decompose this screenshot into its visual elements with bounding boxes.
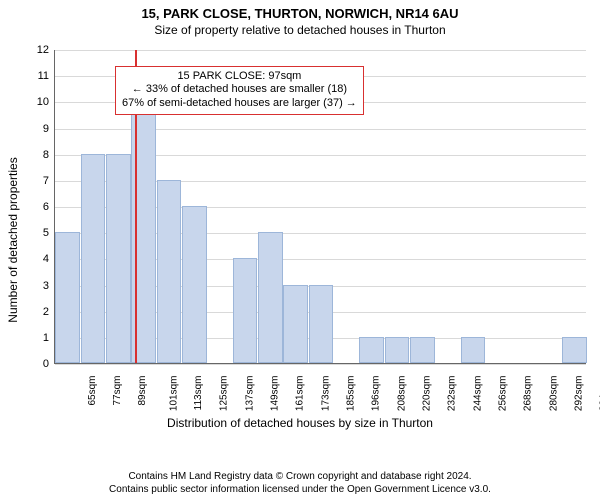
y-tick-label: 0: [43, 358, 55, 370]
x-axis-label: Distribution of detached houses by size …: [0, 416, 600, 430]
x-tick-label: 173sqm: [320, 376, 331, 412]
histogram-bar: [258, 232, 283, 363]
x-tick-label: 208sqm: [396, 376, 407, 412]
page-subtitle: Size of property relative to detached ho…: [0, 21, 600, 37]
x-tick-label: 196sqm: [371, 376, 382, 412]
x-tick-label: 244sqm: [472, 376, 483, 412]
histogram-bar: [182, 206, 207, 363]
annotation-line-3: 67% of semi-detached houses are larger (…: [122, 97, 357, 111]
chart-footer: Contains HM Land Registry data © Crown c…: [0, 470, 600, 496]
x-tick-label: 113sqm: [193, 376, 204, 411]
histogram-bar: [359, 337, 384, 363]
annotation-line-2: ← 33% of detached houses are smaller (18…: [122, 83, 357, 97]
histogram-bar: [106, 154, 131, 363]
y-tick-label: 11: [38, 70, 55, 82]
x-tick-label: 185sqm: [346, 376, 357, 412]
x-tick-label: 256sqm: [498, 376, 509, 412]
x-tick-label: 125sqm: [219, 376, 230, 412]
histogram-bar: [81, 154, 106, 363]
y-tick-label: 10: [37, 96, 55, 108]
x-tick-label: 232sqm: [447, 376, 458, 412]
y-tick-label: 9: [43, 123, 55, 135]
x-tick-label: 65sqm: [87, 376, 98, 406]
x-tick-label: 292sqm: [574, 376, 585, 412]
plot-region: 012345678910111265sqm77sqm89sqm101sqm113…: [54, 50, 586, 364]
histogram-bar: [410, 337, 435, 363]
footer-line-2: Contains public sector information licen…: [0, 483, 600, 496]
y-tick-label: 6: [43, 201, 55, 213]
x-tick-label: 220sqm: [422, 376, 433, 412]
x-tick-label: 137sqm: [244, 376, 255, 412]
chart-area: Number of detached properties 0123456789…: [0, 40, 600, 440]
histogram-bar: [55, 232, 80, 363]
annotation-box: 15 PARK CLOSE: 97sqm ← 33% of detached h…: [115, 66, 364, 115]
y-tick-label: 7: [43, 175, 55, 187]
histogram-bar: [385, 337, 410, 363]
y-tick-label: 4: [43, 253, 55, 265]
histogram-bar: [562, 337, 587, 363]
y-axis-label: Number of detached properties: [6, 157, 20, 322]
y-tick-label: 5: [43, 227, 55, 239]
histogram-bar: [461, 337, 486, 363]
histogram-bar: [283, 285, 308, 364]
gridline: [55, 364, 586, 365]
annotation-line-1: 15 PARK CLOSE: 97sqm: [122, 70, 357, 84]
x-tick-label: 161sqm: [295, 376, 306, 412]
x-tick-label: 101sqm: [168, 376, 179, 412]
page-title: 15, PARK CLOSE, THURTON, NORWICH, NR14 6…: [0, 0, 600, 21]
y-tick-label: 3: [43, 280, 55, 292]
histogram-bar: [233, 258, 258, 363]
x-tick-label: 268sqm: [523, 376, 534, 412]
x-tick-label: 77sqm: [112, 376, 123, 406]
y-tick-label: 8: [43, 149, 55, 161]
y-tick-label: 12: [37, 44, 55, 56]
x-tick-label: 89sqm: [137, 376, 148, 406]
histogram-bar: [157, 180, 182, 363]
histogram-bar: [309, 285, 334, 364]
footer-line-1: Contains HM Land Registry data © Crown c…: [0, 470, 600, 483]
y-tick-label: 2: [43, 306, 55, 318]
y-tick-label: 1: [43, 332, 55, 344]
x-tick-label: 280sqm: [548, 376, 559, 412]
x-tick-label: 149sqm: [270, 376, 281, 412]
